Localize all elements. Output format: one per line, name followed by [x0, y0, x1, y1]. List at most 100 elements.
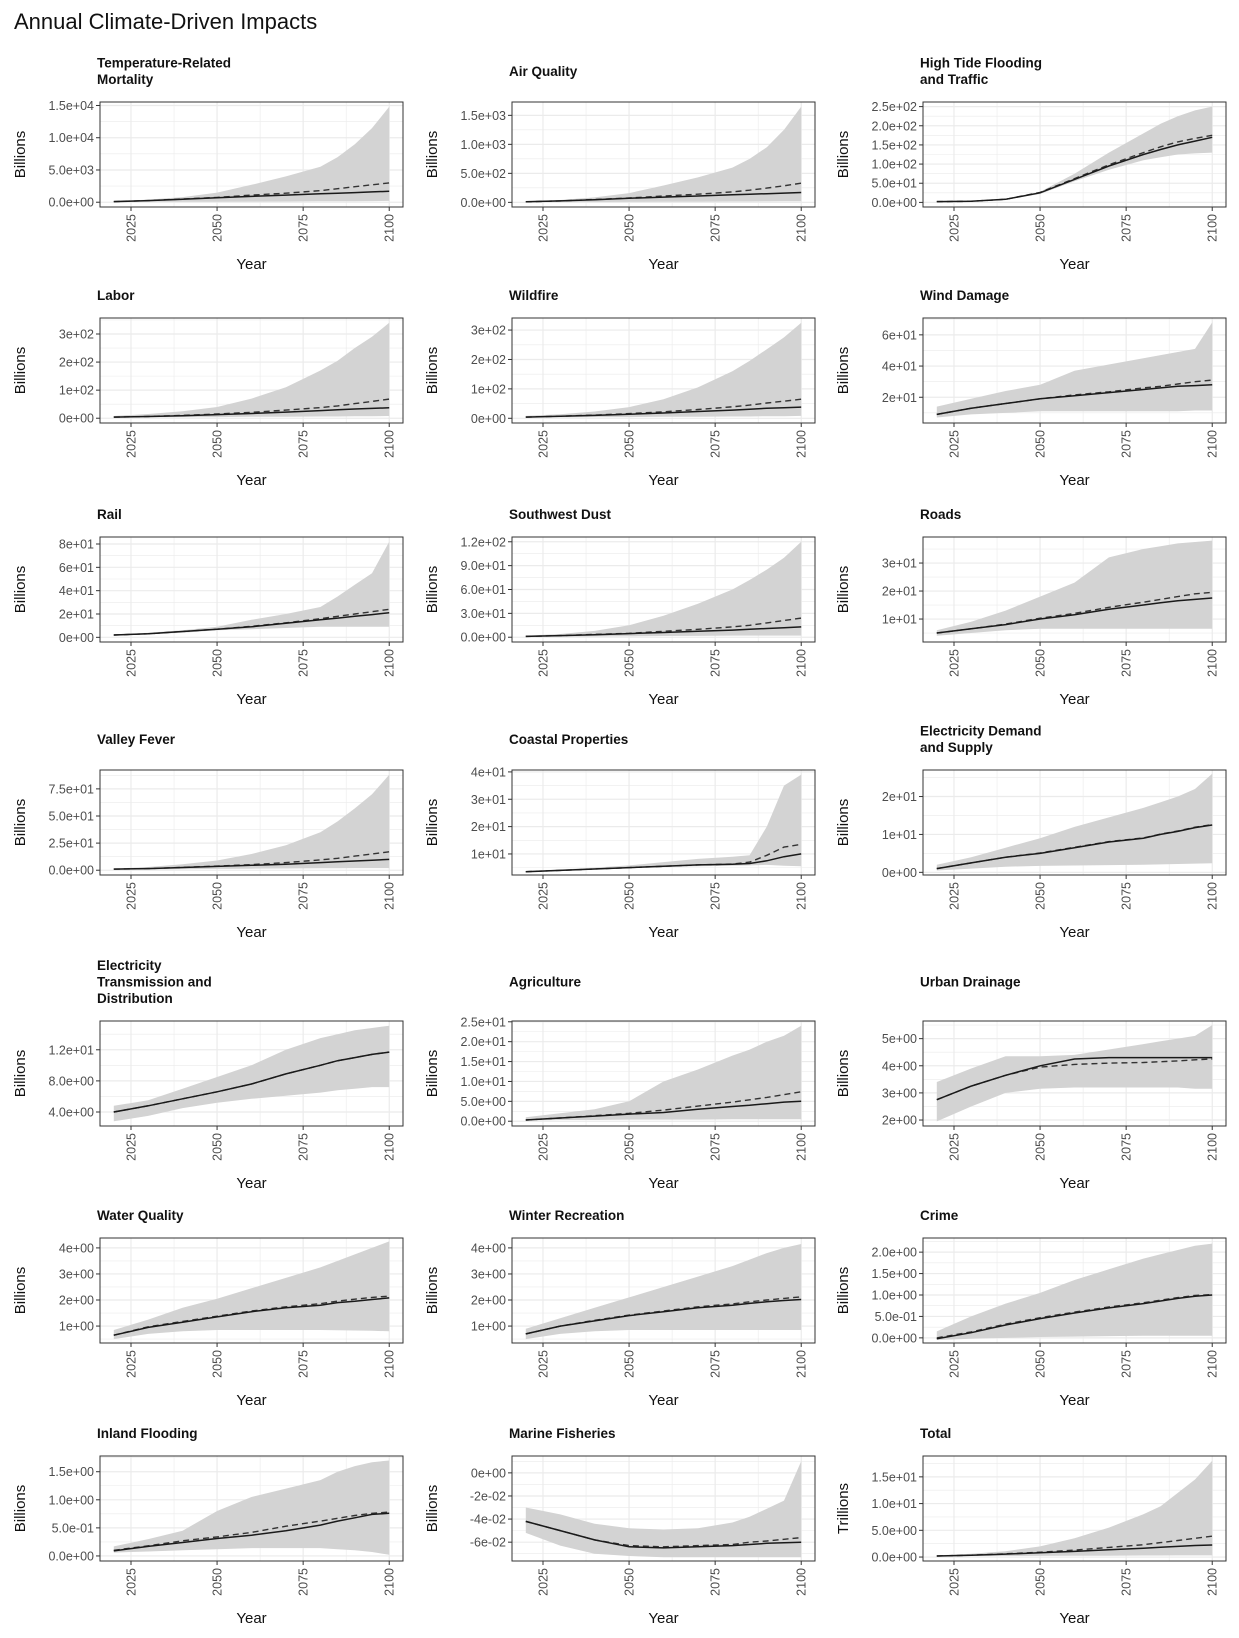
panel-title: and Traffic — [920, 72, 989, 87]
panel-border — [99, 769, 404, 876]
y-tick-label: 4.0e+00 — [48, 1106, 94, 1120]
figure-title: Annual Climate-Driven Impacts — [14, 9, 318, 34]
y-axis-title: Billions — [12, 131, 29, 179]
panel-title: Distribution — [97, 991, 173, 1006]
x-axis-title: Year — [648, 256, 678, 273]
x-tick-label: 2025 — [947, 1350, 961, 1378]
panel-urban-drainage: 2e+00 3e+00 4e+00 5e+00 2025 2050 2075 2100 Year… — [835, 975, 1227, 1192]
uncertainty-ribbon — [936, 1025, 1213, 1122]
x-axis-title: Year — [1059, 1610, 1089, 1627]
x-tick-label: 2100 — [383, 882, 397, 910]
panel-title: Wildfire — [509, 288, 559, 303]
x-tick-label: 2075 — [709, 1350, 723, 1378]
solid-series-line — [525, 1520, 802, 1549]
panel-border — [511, 1020, 816, 1127]
y-tick-label: 2e+01 — [59, 608, 94, 622]
solid-series-line — [113, 612, 390, 636]
panel-title: Rail — [97, 507, 122, 522]
y-axis-title: Billions — [424, 347, 441, 395]
y-axis-title: Billions — [424, 1485, 441, 1533]
x-tick-label: 2025 — [536, 649, 550, 677]
panel-title: Crime — [920, 1208, 959, 1223]
x-tick-label: 2075 — [297, 214, 311, 242]
panel-border — [922, 317, 1227, 424]
x-tick-label: 2050 — [623, 649, 637, 677]
x-tick-label: 2025 — [947, 649, 961, 677]
panel-border — [99, 1020, 404, 1127]
y-tick-label: 0.0e+00 — [48, 1549, 94, 1563]
x-tick-label: 2025 — [124, 430, 138, 458]
x-tick-label: 2075 — [709, 1568, 723, 1596]
panel-title: Urban Drainage — [920, 975, 1021, 990]
x-tick-label: 2025 — [124, 1568, 138, 1596]
y-tick-label: 9.0e+01 — [460, 559, 506, 573]
y-tick-label: 0e+00 — [882, 866, 917, 880]
panel-title: Coastal Properties — [509, 732, 628, 747]
y-tick-label: 0e+00 — [471, 1466, 506, 1480]
y-tick-label: 3.0e+01 — [460, 607, 506, 621]
y-tick-label: 5.0e-01 — [52, 1521, 94, 1535]
y-tick-label: 0e+00 — [59, 412, 94, 426]
x-tick-label: 2075 — [709, 1133, 723, 1161]
y-axis-title: Billions — [12, 799, 29, 847]
x-tick-label: 2075 — [709, 430, 723, 458]
x-tick-label: 2100 — [795, 1350, 809, 1378]
y-tick-label: 2e+00 — [471, 1294, 506, 1308]
x-tick-label: 2025 — [536, 882, 550, 910]
uncertainty-ribbon — [936, 773, 1213, 871]
y-tick-label: 1e+00 — [471, 1320, 506, 1334]
y-tick-label: 0e+00 — [59, 631, 94, 645]
y-tick-label: 5.0e+02 — [460, 167, 506, 181]
x-tick-label: 2075 — [1120, 1568, 1134, 1596]
x-tick-label: 2050 — [623, 214, 637, 242]
y-tick-label: 7.5e+01 — [48, 782, 94, 796]
x-tick-label: 2100 — [383, 1568, 397, 1596]
uncertainty-ribbon — [525, 541, 802, 637]
solid-series-line — [936, 136, 1213, 203]
x-axis-title: Year — [236, 1175, 266, 1192]
x-tick-label: 2050 — [211, 882, 225, 910]
dashed-series-line — [936, 379, 1213, 416]
uncertainty-ribbon — [113, 1025, 390, 1122]
x-axis-title: Year — [648, 1610, 678, 1627]
y-axis-title: Billions — [424, 1267, 441, 1315]
x-tick-label: 2075 — [709, 649, 723, 677]
panel-wind-damage: 2e+01 4e+01 6e+01 2025 2050 2075 2100 Year Billi… — [835, 288, 1227, 489]
y-tick-label: 1e+02 — [471, 382, 506, 396]
x-tick-label: 2075 — [1120, 430, 1134, 458]
y-axis-title: Trillions — [835, 1483, 852, 1534]
y-tick-label: 1e+01 — [882, 828, 917, 842]
x-tick-label: 2100 — [383, 1350, 397, 1378]
x-tick-label: 2075 — [297, 1568, 311, 1596]
x-axis-title: Year — [236, 691, 266, 708]
panel-title: Labor — [97, 288, 135, 303]
y-axis-title: Billions — [424, 799, 441, 847]
solid-series-line — [525, 1298, 802, 1335]
panel-roads: 1e+01 2e+01 3e+01 2025 2050 2075 2100 Year Billi… — [835, 507, 1227, 708]
panel-title: Air Quality — [509, 64, 578, 79]
y-tick-label: 4e+00 — [882, 1059, 917, 1073]
x-tick-label: 2075 — [1120, 1350, 1134, 1378]
solid-series-line — [936, 597, 1213, 634]
x-axis-title: Year — [648, 924, 678, 941]
y-tick-label: 1.0e+04 — [48, 131, 94, 145]
y-tick-label: 5e+00 — [882, 1032, 917, 1046]
panel-coastal-properties: 1e+01 2e+01 3e+01 4e+01 2025 2050 2075 2100 Year… — [424, 732, 816, 941]
panel-border — [922, 536, 1227, 643]
y-tick-label: 3e+00 — [471, 1267, 506, 1281]
panel-border — [99, 1237, 404, 1344]
y-tick-label: 3e+00 — [59, 1267, 94, 1281]
y-tick-label: 5.0e+01 — [48, 809, 94, 823]
x-axis-title: Year — [1059, 1392, 1089, 1409]
x-tick-label: 2075 — [1120, 649, 1134, 677]
x-tick-label: 2100 — [383, 649, 397, 677]
x-axis-title: Year — [1059, 1175, 1089, 1192]
y-axis-title: Billions — [424, 1050, 441, 1098]
y-tick-label: 2e+00 — [882, 1114, 917, 1128]
dashed-series-line — [113, 1511, 390, 1551]
x-tick-label: 2100 — [1206, 1350, 1220, 1378]
y-tick-label: 1.5e+04 — [48, 99, 94, 113]
x-axis-title: Year — [1059, 924, 1089, 941]
solid-series-line — [936, 384, 1213, 416]
y-axis-title: Billions — [835, 566, 852, 614]
